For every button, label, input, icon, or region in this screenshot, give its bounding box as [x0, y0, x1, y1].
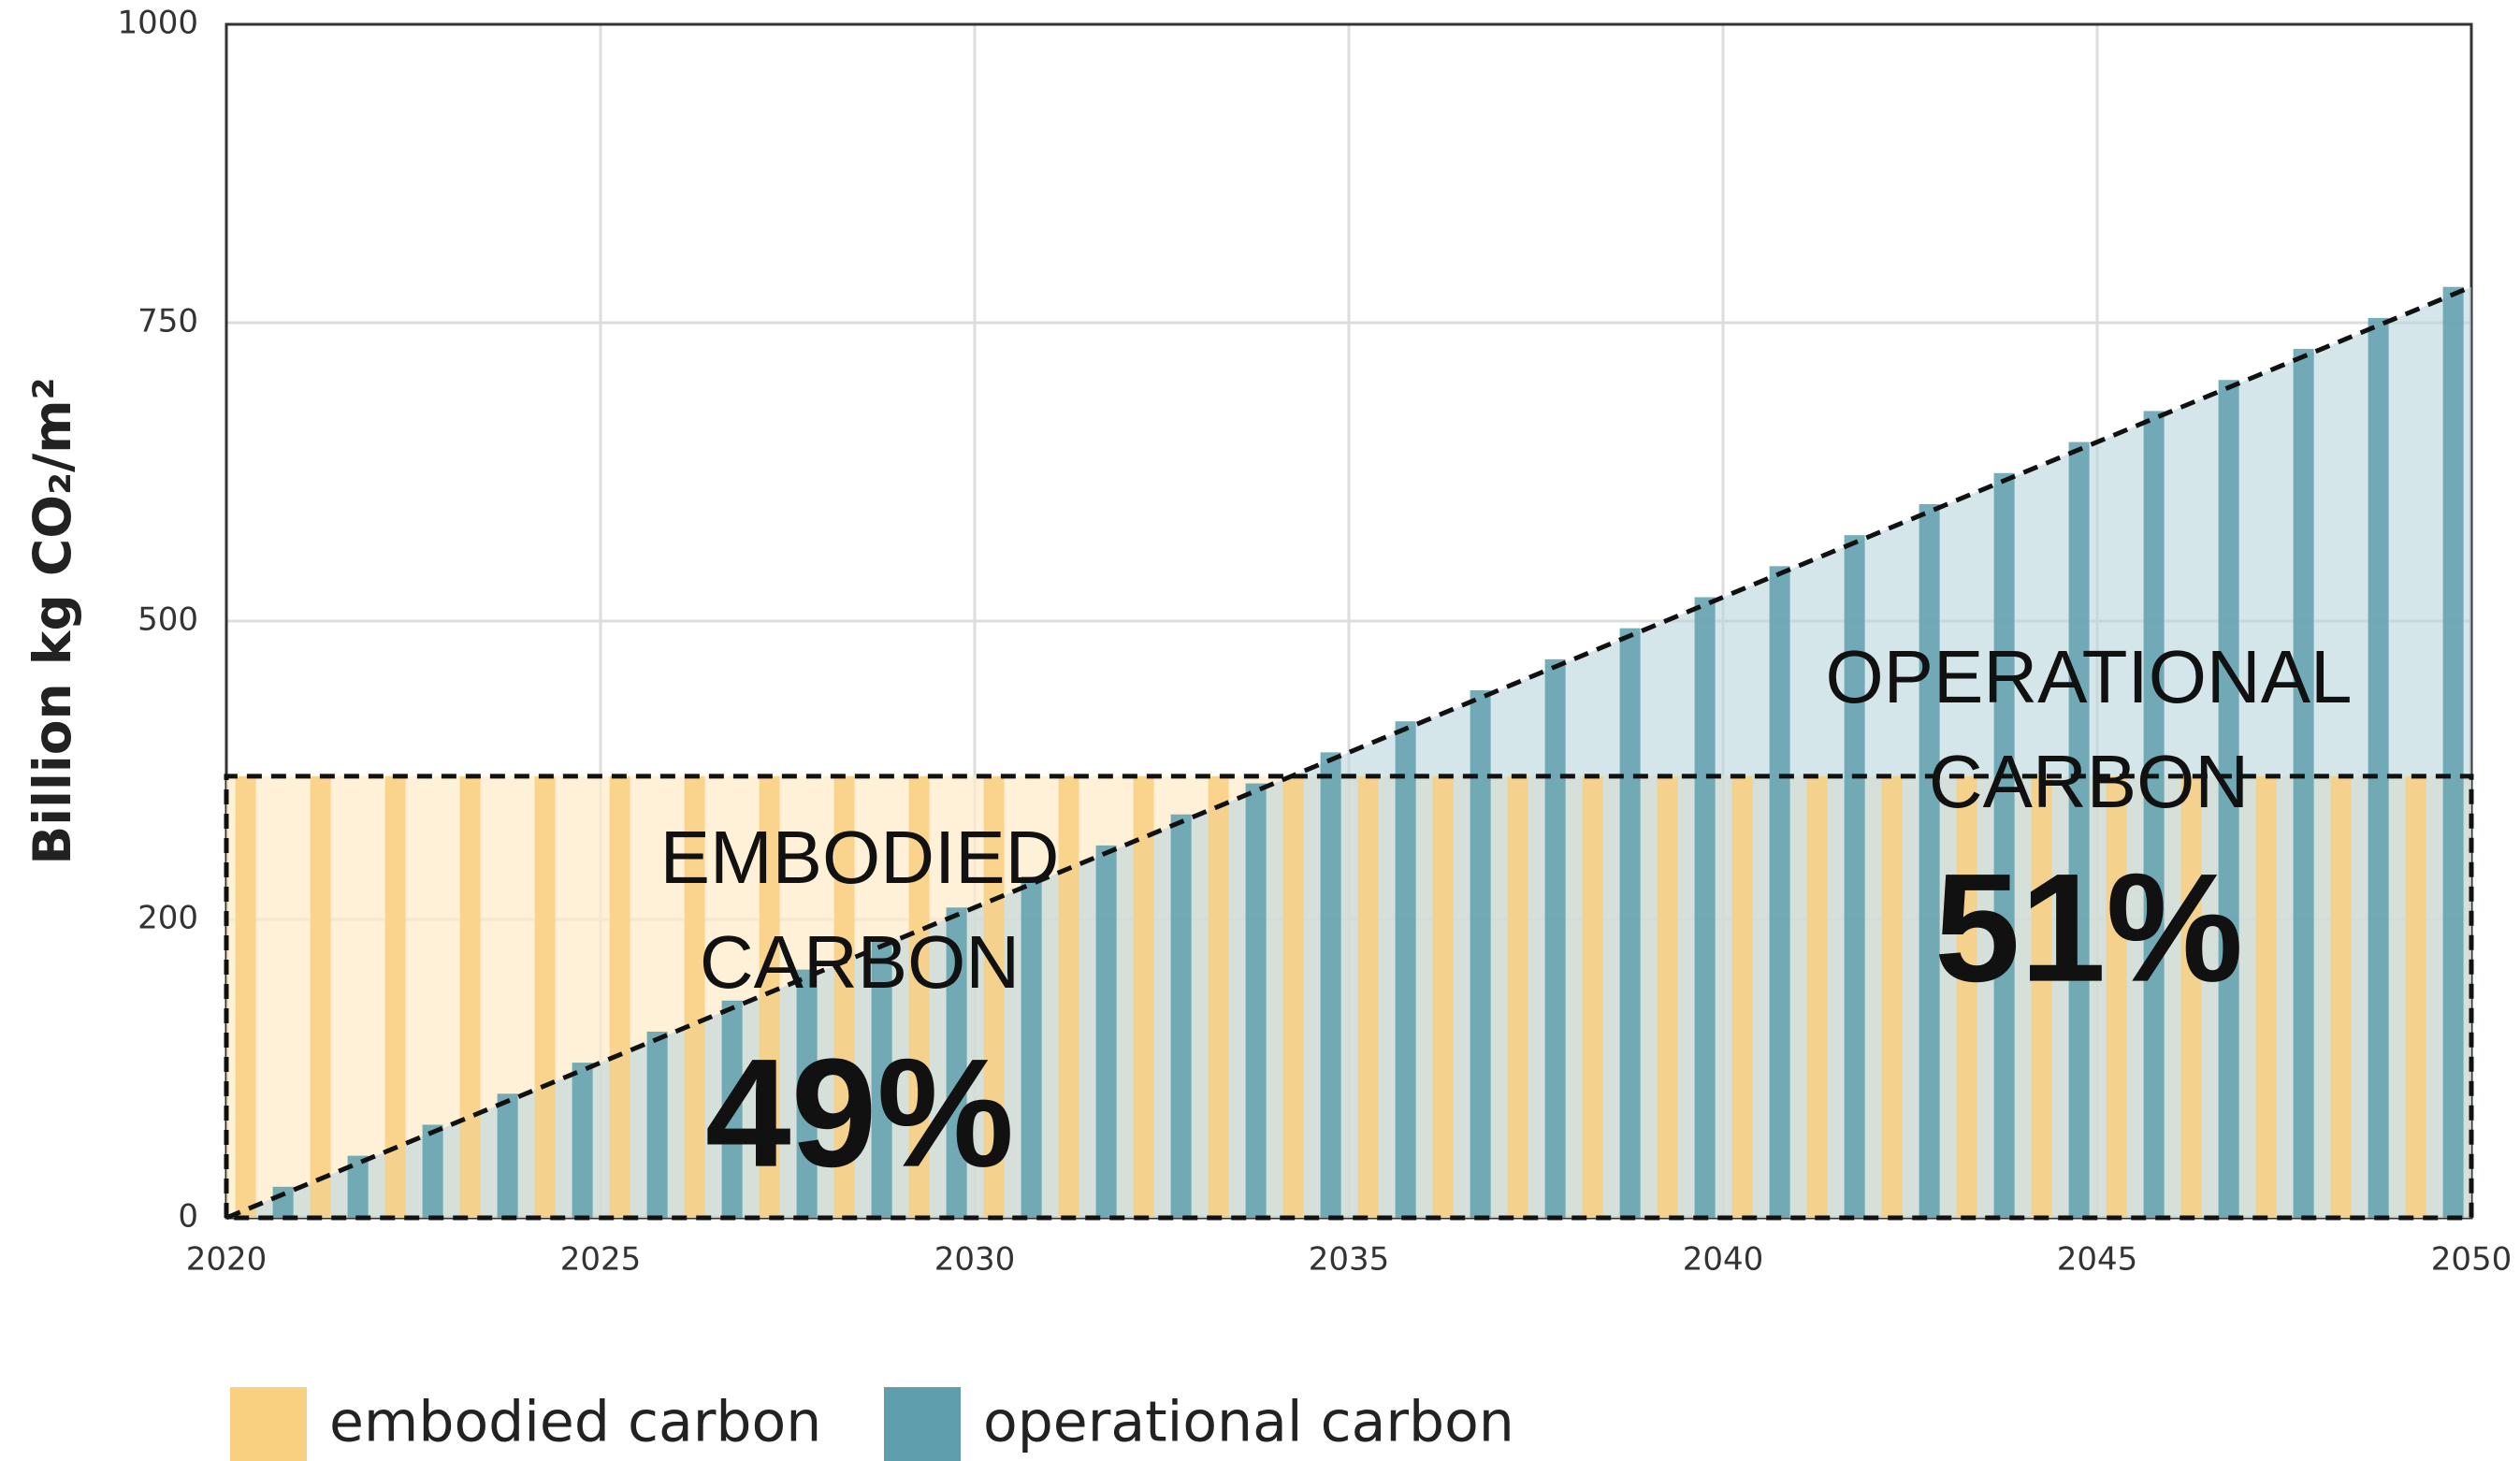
bar [871, 938, 892, 1218]
x-tick-label: 2045 [2057, 1241, 2138, 1279]
bar [1544, 658, 1566, 1218]
annotation: OPERATIONAL [1825, 635, 2352, 718]
bar [2106, 775, 2127, 1218]
bar [235, 775, 256, 1218]
bar [1881, 775, 1903, 1218]
x-tick-label: 2040 [1683, 1241, 1764, 1279]
bar [1208, 775, 1229, 1218]
legend-swatch [884, 1387, 961, 1461]
bar [2442, 286, 2464, 1219]
y-tick-label: 200 [138, 900, 198, 937]
bar [796, 969, 818, 1218]
legend-label: embodied carbon [329, 1390, 821, 1455]
bar [1806, 775, 1828, 1218]
x-tick-label: 2050 [2431, 1241, 2513, 1279]
bar [1619, 628, 1641, 1218]
bar [272, 1186, 294, 1218]
bar [422, 1124, 443, 1218]
bar [1919, 503, 1940, 1218]
dashed-outline [224, 774, 2474, 1221]
bar [2293, 349, 2314, 1218]
legend-swatch [230, 1387, 307, 1461]
bar [2330, 775, 2352, 1218]
annotation: CARBON [1929, 740, 2249, 823]
y-tick-label: 750 [138, 303, 198, 340]
y-tick-label: 0 [178, 1198, 198, 1236]
bar [310, 775, 331, 1218]
x-tick-label: 2035 [1309, 1241, 1390, 1279]
bar [534, 775, 556, 1218]
bar [1769, 566, 1790, 1218]
bar [1694, 597, 1716, 1218]
bar [2368, 317, 2389, 1218]
x-tick-label: 2030 [934, 1241, 1016, 1279]
bar [2143, 411, 2165, 1218]
bar [833, 775, 855, 1218]
bar [609, 775, 630, 1218]
bar [384, 775, 406, 1218]
bar [1058, 775, 1079, 1218]
bar [1731, 775, 1753, 1218]
annotation-percent: 49% [705, 1027, 1014, 1199]
bar [1993, 472, 2015, 1218]
bar [908, 775, 930, 1218]
y-tick-label: 500 [138, 601, 198, 639]
bar [1095, 845, 1117, 1218]
bar [2068, 441, 2090, 1219]
bar [646, 1031, 668, 1218]
bar [2031, 775, 2052, 1218]
dashed-outline [225, 284, 2472, 1221]
bar [2405, 775, 2426, 1218]
bar [721, 1000, 743, 1218]
annotation-percent: 51% [1934, 842, 2243, 1014]
bar [1956, 775, 1977, 1218]
y-axis-label: Billion kg CO₂/m² [22, 377, 82, 864]
bar [1582, 775, 1603, 1218]
bar [684, 775, 705, 1218]
bar [1470, 690, 1491, 1218]
legend-label: operational carbon [983, 1390, 1514, 1455]
bar [1170, 814, 1192, 1218]
bar [1844, 535, 1865, 1218]
bar [2255, 775, 2277, 1218]
annotation: CARBON [700, 920, 1020, 1004]
bar [759, 775, 780, 1218]
area [226, 286, 2471, 1219]
bar [572, 1063, 593, 1218]
bar [459, 775, 481, 1218]
x-tick-label: 2020 [186, 1241, 268, 1279]
bar [1282, 775, 1304, 1218]
bar [2180, 775, 2202, 1218]
bar [1432, 775, 1454, 1218]
y-tick-label: 1000 [117, 5, 198, 42]
bar [1245, 783, 1267, 1218]
bar [1320, 752, 1341, 1218]
annotation: EMBODIED [660, 816, 1060, 899]
bar [1657, 775, 1678, 1218]
bar [983, 775, 1005, 1218]
bar [1507, 775, 1528, 1218]
bar [1395, 721, 1416, 1218]
bar [347, 1155, 369, 1218]
bar [497, 1093, 518, 1218]
bar [946, 907, 967, 1218]
bar [1021, 876, 1042, 1218]
bar [2218, 380, 2239, 1218]
bar [1357, 775, 1379, 1218]
bar [1133, 775, 1154, 1218]
x-tick-label: 2025 [560, 1241, 642, 1279]
